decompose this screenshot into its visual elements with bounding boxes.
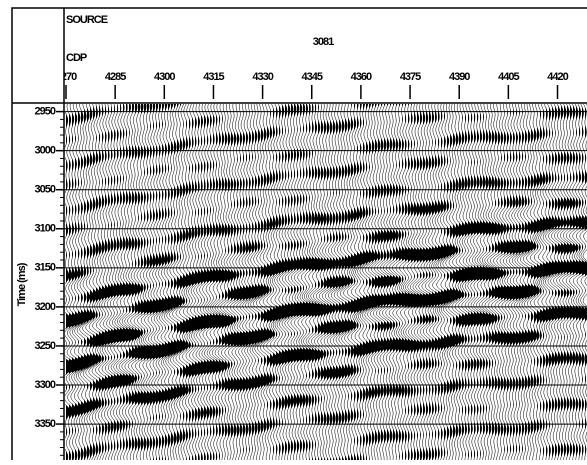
- y-tick-label: 3350: [35, 418, 56, 430]
- wiggle-fill: [66, 104, 587, 460]
- x-header-label: CDP: [66, 52, 87, 64]
- y-tick-label: 3300: [35, 379, 56, 391]
- x-tick-label: 4375: [400, 71, 421, 83]
- x-tick-label: 4300: [154, 71, 175, 83]
- x-tick-label: 4345: [302, 71, 323, 83]
- y-axis-label: Time (ms): [16, 262, 28, 306]
- y-tick-label: 3150: [35, 262, 56, 274]
- y-tick-label: 3050: [35, 184, 56, 196]
- y-tick-label: 3100: [35, 223, 56, 235]
- x-tick-label: 4390: [449, 71, 470, 83]
- x-tick-label: 4420: [547, 71, 568, 83]
- x-tick-label: 4315: [203, 71, 224, 83]
- x-ticks: 4270 4285 4300 4315 4330 4345 4360 4375 4390 4405…: [56, 71, 570, 99]
- source-value: 3081: [313, 36, 334, 48]
- frame: [11, 7, 587, 465]
- x-tick-label: 4330: [252, 71, 273, 83]
- x-tick-label: 4360: [351, 71, 372, 83]
- wiggle-line: [65, 104, 587, 460]
- y-tick-label: 3000: [35, 145, 56, 157]
- y-tick-label: 3200: [35, 301, 56, 313]
- x-tick-label: 4405: [498, 71, 519, 83]
- header-label: SOURCE: [66, 14, 108, 26]
- x-tick-label: 4270: [56, 71, 77, 83]
- x-tick-label: 4285: [105, 71, 126, 83]
- y-tick-label: 2950: [35, 105, 56, 117]
- y-tick-label: 3250: [35, 340, 56, 352]
- wiggle-traces: [65, 104, 587, 460]
